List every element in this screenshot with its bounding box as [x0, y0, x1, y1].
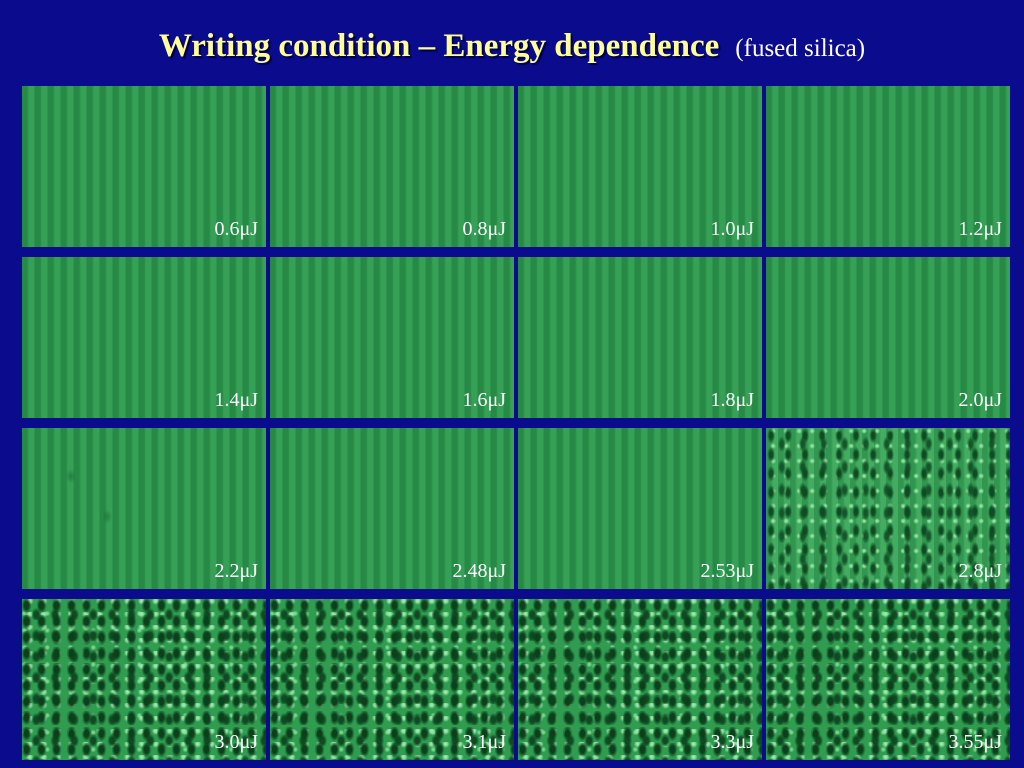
image-panel: 2.8μJ: [766, 428, 1010, 589]
image-panel: 1.2μJ: [766, 86, 1010, 247]
energy-label: 2.8μJ: [958, 560, 1002, 582]
energy-label: 3.0μJ: [214, 731, 258, 753]
image-panel: 0.6μJ: [22, 86, 266, 247]
energy-label: 1.4μJ: [214, 389, 258, 411]
energy-label: 1.0μJ: [710, 218, 754, 240]
energy-label: 3.1μJ: [462, 731, 506, 753]
energy-label: 0.8μJ: [462, 218, 506, 240]
energy-label: 2.53μJ: [700, 560, 754, 582]
energy-label: 2.48μJ: [452, 560, 506, 582]
energy-label: 1.2μJ: [958, 218, 1002, 240]
image-panel: 2.48μJ: [270, 428, 514, 589]
energy-label: 3.55μJ: [948, 731, 1002, 753]
image-panel: 1.8μJ: [518, 257, 762, 418]
image-panel: 2.53μJ: [518, 428, 762, 589]
energy-label: 1.8μJ: [710, 389, 754, 411]
slide-subtitle: (fused silica): [735, 35, 866, 62]
image-panel: 2.2μJ: [22, 428, 266, 589]
energy-label: 2.2μJ: [214, 560, 258, 582]
image-panel: 1.4μJ: [22, 257, 266, 418]
energy-label: 1.6μJ: [462, 389, 506, 411]
image-panel: 1.6μJ: [270, 257, 514, 418]
image-panel: 3.0μJ: [22, 599, 266, 760]
energy-label: 3.3μJ: [710, 731, 754, 753]
image-panel: 3.1μJ: [270, 599, 514, 760]
energy-label: 0.6μJ: [214, 218, 258, 240]
image-panel: 3.3μJ: [518, 599, 762, 760]
image-panel: 0.8μJ: [270, 86, 514, 247]
image-grid: 0.6μJ 0.8μJ 1.0μJ 1.2μJ 1.4μJ 1.6μJ 1.8μ…: [22, 86, 1010, 760]
title-row: Writing condition – Energy dependence (fu…: [0, 28, 1024, 65]
image-panel: 1.0μJ: [518, 86, 762, 247]
slide-title: Writing condition – Energy dependence: [158, 28, 720, 64]
energy-label: 2.0μJ: [958, 389, 1002, 411]
image-panel: 3.55μJ: [766, 599, 1010, 760]
image-panel: 2.0μJ: [766, 257, 1010, 418]
